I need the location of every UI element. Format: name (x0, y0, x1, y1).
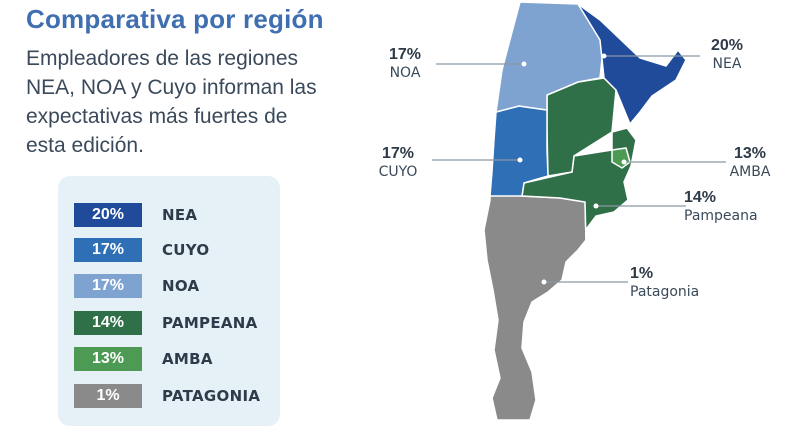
callout-nea: 20% NEA (702, 36, 752, 73)
legend-label-cuyo: CUYO (162, 241, 210, 259)
callout-noa: 17% NOA (382, 45, 428, 82)
leader-dot-pampeana (593, 203, 599, 209)
callout-amba-value: 13% (733, 145, 767, 162)
callout-patagonia-value: 1% (630, 265, 654, 282)
callout-patagonia-name: Patagonia (630, 284, 700, 300)
callout-nea-value: 20% (710, 37, 744, 54)
legend-item-nea: 20% NEA (74, 201, 197, 229)
legend-item-pampeana: 14% PAMPEANA (74, 309, 258, 337)
legend-label-noa: NOA (162, 277, 200, 295)
leader-dot-patagonia (541, 279, 547, 285)
legend-swatch-patagonia: 1% (74, 384, 142, 408)
callout-noa-value: 17% (388, 46, 422, 63)
callout-pampeana: 14% Pampeana (684, 188, 774, 225)
callout-cuyo-value: 17% (381, 145, 415, 162)
page-title: Comparativa por región (26, 4, 324, 34)
region-nea (577, 3, 687, 126)
legend-panel: 20% NEA 17% CUYO 17% NOA 14% PAMPEANA 13… (58, 176, 280, 426)
leader-dot-noa (521, 61, 527, 67)
description-text: Empleadores de las regiones NEA, NOA y C… (26, 47, 317, 157)
legend-item-amba: 13% AMBA (74, 345, 213, 373)
legend-item-cuyo: 17% CUYO (74, 236, 209, 264)
legend-swatch-noa: 17% (74, 274, 142, 298)
leader-dot-nea (601, 53, 607, 59)
legend-label-pampeana: PAMPEANA (162, 314, 258, 332)
legend-swatch-pampeana: 14% (74, 311, 142, 335)
legend-item-noa: 17% NOA (74, 272, 199, 300)
legend-label-amba: AMBA (162, 350, 213, 368)
legend-swatch-cuyo: 17% (74, 238, 142, 262)
region-patagonia (483, 184, 587, 420)
legend-label-patagonia: PATAGONIA (162, 387, 261, 405)
callout-pampeana-value: 14% (684, 189, 717, 206)
leader-dot-cuyo (517, 157, 523, 163)
legend-label-nea: NEA (162, 206, 198, 224)
callout-pampeana-name: Pampeana (684, 208, 758, 224)
callout-nea-name: NEA (712, 56, 742, 72)
region-pampeana (521, 127, 637, 241)
legend-swatch-amba: 13% (74, 347, 142, 371)
callout-noa-name: NOA (389, 65, 421, 81)
callout-amba: 13% AMBA (724, 144, 776, 181)
callout-patagonia: 1% Patagonia (630, 264, 720, 301)
callout-cuyo-name: CUYO (378, 164, 418, 180)
callout-amba-name: AMBA (729, 164, 771, 180)
legend-swatch-nea: 20% (74, 203, 142, 227)
callout-cuyo: 17% CUYO (372, 144, 424, 181)
legend-item-patagonia: 1% PATAGONIA (74, 382, 260, 410)
leader-dot-amba (621, 159, 627, 165)
